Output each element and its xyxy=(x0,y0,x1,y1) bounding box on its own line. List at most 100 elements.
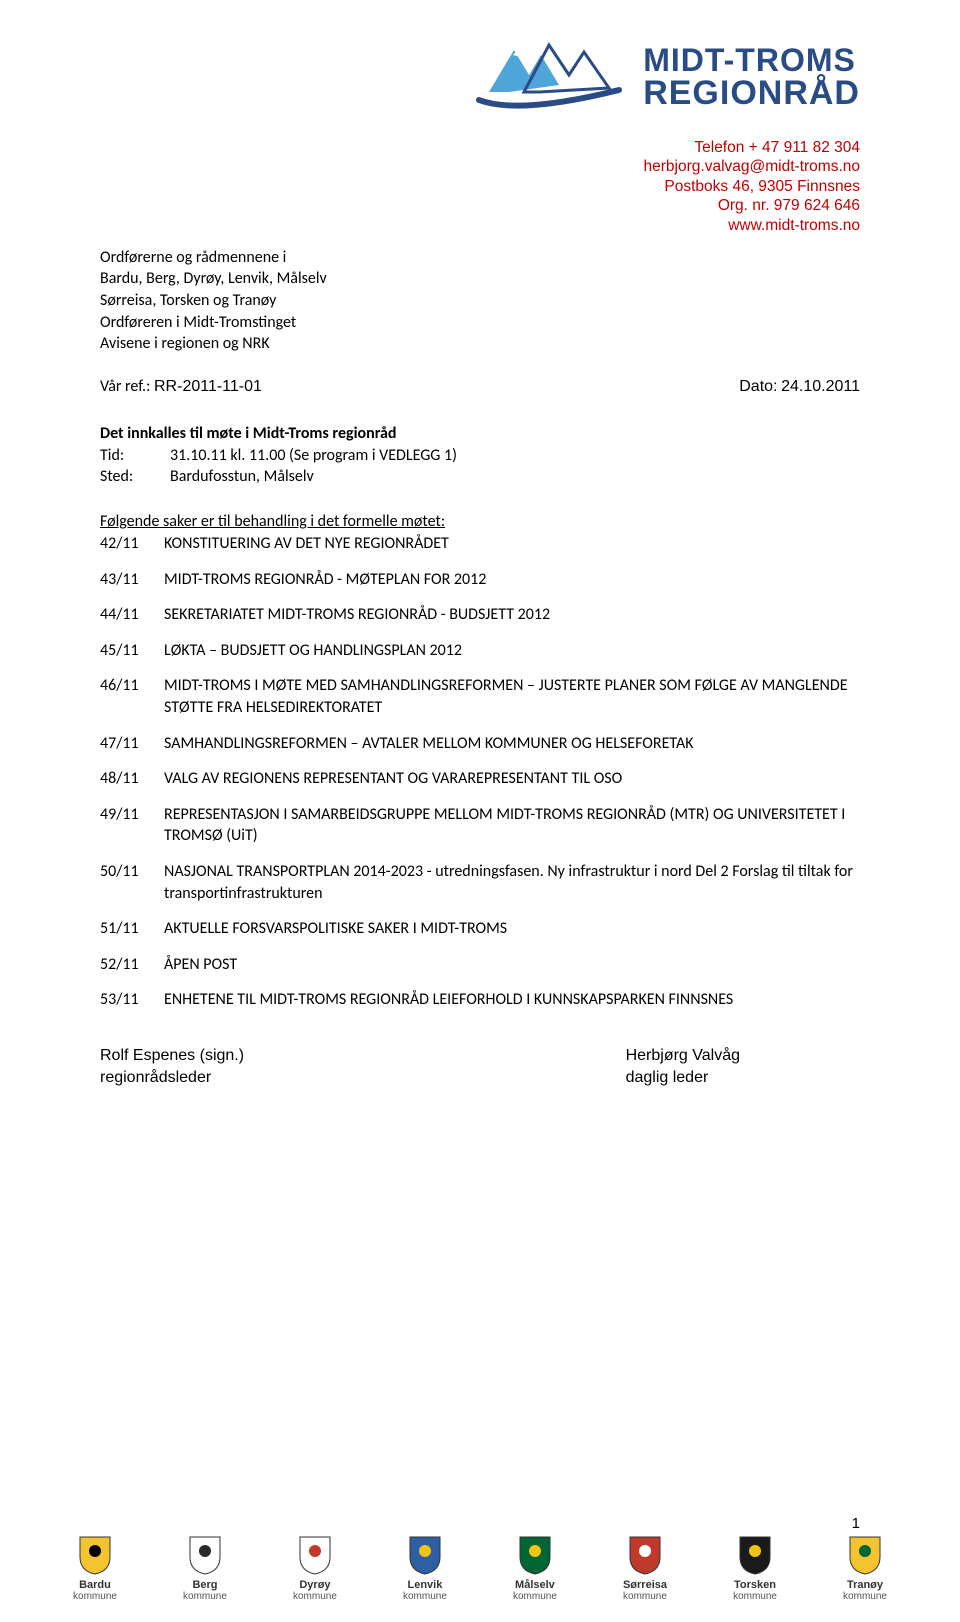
agenda-item-text: REPRESENTASJON I SAMARBEIDSGRUPPE MELLOM… xyxy=(164,804,860,847)
agenda-item-text: ENHETENE TIL MIDT-TROMS REGIONRÅD LEIEFO… xyxy=(164,989,860,1011)
shield-icon xyxy=(628,1535,662,1575)
agenda-item: 46/11 MIDT-TROMS I MØTE MED SAMHANDLINGSR… xyxy=(100,675,860,718)
ref-row: Vår ref.: RR-2011-11-01 Dato: 24.10.2011 xyxy=(100,377,860,396)
sted-value: Bardufosstun, Målselv xyxy=(170,466,314,488)
kommune-sub: kommune xyxy=(623,1591,667,1602)
meeting-title: Det innkalles til møte i Midt-Troms regi… xyxy=(100,424,860,443)
agenda-item-number: 53/11 xyxy=(100,989,150,1011)
tid-value: 31.10.11 kl. 11.00 (Se program i VEDLEGG… xyxy=(170,445,457,467)
recipient-line: Sørreisa, Torsken og Tranøy xyxy=(100,290,860,312)
kommune-name: Torsken xyxy=(734,1579,776,1591)
kommune-name: Dyrøy xyxy=(299,1579,330,1591)
meeting-meta: Tid: 31.10.11 kl. 11.00 (Se program i VE… xyxy=(100,445,860,488)
contact-block: Telefon + 47 911 82 304 herbjorg.valvag@… xyxy=(100,138,860,235)
logo-line1: MIDT-TROMS xyxy=(643,44,860,76)
agenda-item-number: 50/11 xyxy=(100,861,150,904)
sted-label: Sted: xyxy=(100,466,140,488)
agenda-item-text: AKTUELLE FORSVARSPOLITISKE SAKER I MIDT-… xyxy=(164,918,860,940)
kommune-sub: kommune xyxy=(403,1591,447,1602)
ref-right: Dato: 24.10.2011 xyxy=(739,377,860,396)
contact-post: Postboks 46, 9305 Finnsnes xyxy=(100,177,860,196)
shield-icon xyxy=(188,1535,222,1575)
kommune-badge: Bergkommune xyxy=(183,1535,227,1602)
kommune-name: Lenvik xyxy=(408,1579,443,1591)
contact-web: www.midt-troms.no xyxy=(100,216,860,235)
agenda-item-number: 45/11 xyxy=(100,640,150,662)
agenda-item-text: KONSTITUERING AV DET NYE REGIONRÅDET xyxy=(164,533,860,555)
shield-icon xyxy=(298,1535,332,1575)
agenda-item-number: 44/11 xyxy=(100,604,150,626)
kommune-sub: kommune xyxy=(843,1591,887,1602)
kommune-badge: Dyrøykommune xyxy=(293,1535,337,1602)
logo-block: MIDT-TROMS REGIONRÅD xyxy=(469,30,860,130)
agenda-item-text: MIDT-TROMS REGIONRÅD - MØTEPLAN FOR 2012 xyxy=(164,569,860,591)
recipient-line: Bardu, Berg, Dyrøy, Lenvik, Målselv xyxy=(100,268,860,290)
agenda-item-number: 46/11 xyxy=(100,675,150,718)
contact-org: Org. nr. 979 624 646 xyxy=(100,196,860,215)
signature-right-name: Herbjørg Valvåg xyxy=(626,1045,740,1067)
agenda-item: 44/11SEKRETARIATET MIDT-TROMS REGIONRÅD … xyxy=(100,604,860,626)
kommune-name: Målselv xyxy=(515,1579,555,1591)
signature-left-title: regionrådsleder xyxy=(100,1067,244,1089)
page-number: 1 xyxy=(852,1515,860,1532)
logo-line2: REGIONRÅD xyxy=(643,76,860,110)
agenda-item: 51/11 AKTUELLE FORSVARSPOLITISKE SAKER I … xyxy=(100,918,860,940)
agenda-item: 52/11 ÅPEN POST xyxy=(100,954,860,976)
kommune-name: Tranøy xyxy=(847,1579,883,1591)
agenda-item-number: 42/11 xyxy=(100,533,150,555)
agenda-item-number: 48/11 xyxy=(100,768,150,790)
agenda-item-text: SAMHANDLINGSREFORMEN – AVTALER MELLOM KO… xyxy=(164,733,860,755)
kommune-badge: Torskenkommune xyxy=(733,1535,777,1602)
recipient-line: Ordføreren i Midt-Tromstinget xyxy=(100,312,860,334)
agenda-item-number: 43/11 xyxy=(100,569,150,591)
signature-right: Herbjørg Valvåg daglig leder xyxy=(626,1045,860,1088)
recipient-line: Avisene i regionen og NRK xyxy=(100,333,860,355)
agenda-item: 43/11 MIDT-TROMS REGIONRÅD - MØTEPLAN FOR… xyxy=(100,569,860,591)
shield-icon xyxy=(518,1535,552,1575)
agenda-item-number: 49/11 xyxy=(100,804,150,847)
kommune-sub: kommune xyxy=(733,1591,777,1602)
header-logo-row: MIDT-TROMS REGIONRÅD xyxy=(100,30,860,130)
kommune-sub: kommune xyxy=(513,1591,557,1602)
signature-right-title: daglig leder xyxy=(626,1067,740,1089)
shield-icon xyxy=(408,1535,442,1575)
agenda-item: 42/11 KONSTITUERING AV DET NYE REGIONRÅDE… xyxy=(100,533,860,555)
kommune-badge: Målselvkommune xyxy=(513,1535,557,1602)
shield-icon xyxy=(78,1535,112,1575)
agenda-item: 49/11 REPRESENTASJON I SAMARBEIDSGRUPPE M… xyxy=(100,804,860,847)
kommune-badge: Tranøykommune xyxy=(843,1535,887,1602)
agenda-item: 45/11 LØKTA – BUDSJETT OG HANDLINGSPLAN 2… xyxy=(100,640,860,662)
meeting-tid-row: Tid: 31.10.11 kl. 11.00 (Se program i VE… xyxy=(100,445,860,467)
agenda-item-number: 51/11 xyxy=(100,918,150,940)
agenda-item-number: 52/11 xyxy=(100,954,150,976)
agenda-item-text: LØKTA – BUDSJETT OG HANDLINGSPLAN 2012 xyxy=(164,640,860,662)
recipient-line: Ordførerne og rådmennene i xyxy=(100,247,860,269)
agenda-item-text: VALG AV REGIONENS REPRESENTANT OG VARARE… xyxy=(164,768,860,790)
agenda-heading: Følgende saker er til behandling i det f… xyxy=(100,512,860,531)
kommune-sub: kommune xyxy=(183,1591,227,1602)
signature-left-name: Rolf Espenes (sign.) xyxy=(100,1045,244,1067)
agenda-item-number: 47/11 xyxy=(100,733,150,755)
kommune-name: Sørreisa xyxy=(623,1579,667,1591)
mountain-logo-icon xyxy=(469,30,629,130)
agenda-item: 47/11 SAMHANDLINGSREFORMEN – AVTALER MELL… xyxy=(100,733,860,755)
kommune-badge: Lenvikkommune xyxy=(403,1535,447,1602)
agenda-item-text: MIDT-TROMS I MØTE MED SAMHANDLINGSREFORM… xyxy=(164,675,860,718)
kommune-sub: kommune xyxy=(73,1591,117,1602)
kommune-badge: Sørreisakommune xyxy=(623,1535,667,1602)
signature-left: Rolf Espenes (sign.) regionrådsleder xyxy=(100,1045,244,1088)
recipients-block: Ordførerne og rådmennene i Bardu, Berg, … xyxy=(100,247,860,355)
agenda-item-text: NASJONAL TRANSPORTPLAN 2014-2023 - utred… xyxy=(164,861,860,904)
kommune-name: Bardu xyxy=(79,1579,111,1591)
contact-phone: Telefon + 47 911 82 304 xyxy=(100,138,860,157)
agenda-item: 48/11 VALG AV REGIONENS REPRESENTANT OG V… xyxy=(100,768,860,790)
shield-icon xyxy=(738,1535,772,1575)
footer-kommune-row: BardukommuneBergkommuneDyrøykommuneLenvi… xyxy=(0,1535,960,1602)
contact-email: herbjorg.valvag@midt-troms.no xyxy=(100,157,860,176)
agenda-item-text: ÅPEN POST xyxy=(164,954,860,976)
agenda-list: 42/11 KONSTITUERING AV DET NYE REGIONRÅDE… xyxy=(100,533,860,1011)
agenda-item: 53/11 ENHETENE TIL MIDT-TROMS REGIONRÅD L… xyxy=(100,989,860,1011)
meeting-sted-row: Sted: Bardufosstun, Målselv xyxy=(100,466,860,488)
date-label: Dato: xyxy=(739,378,777,395)
shield-icon xyxy=(848,1535,882,1575)
